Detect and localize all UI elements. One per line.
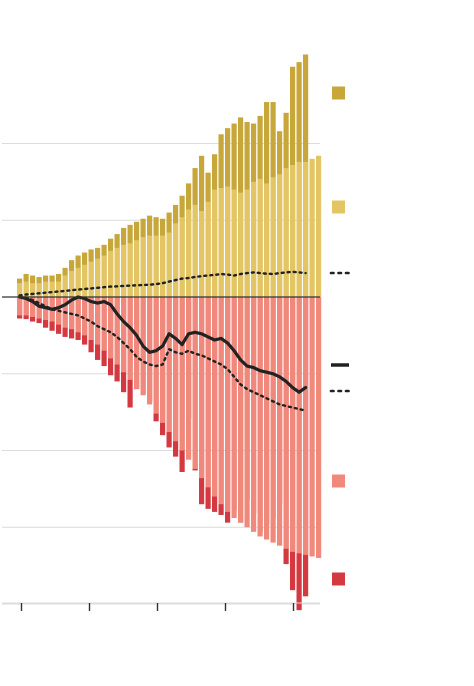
lower_light-bar-16 bbox=[121, 297, 127, 373]
upper_light-bar-36 bbox=[251, 181, 257, 297]
upper_light-bar-3 bbox=[36, 283, 42, 297]
upper_light-bar-1 bbox=[23, 281, 29, 297]
upper_light-bar-21 bbox=[153, 235, 159, 297]
legend-swatch-1 bbox=[332, 200, 345, 214]
upper_light-bar-33 bbox=[231, 189, 237, 297]
upper_light-bar-30 bbox=[212, 189, 218, 297]
upper_light-bar-11 bbox=[88, 261, 94, 297]
upper_light-bar-7 bbox=[62, 275, 68, 297]
upper_light-bar-14 bbox=[108, 250, 114, 297]
upper_light-bar-35 bbox=[244, 189, 250, 297]
lower_light-bar-44 bbox=[303, 297, 309, 555]
lower_light-bar-34 bbox=[238, 297, 244, 523]
upper_light-bar-40 bbox=[277, 174, 283, 297]
lower_light-bar-32 bbox=[225, 297, 231, 512]
upper_light-bar-22 bbox=[160, 235, 166, 297]
upper_light-bar-46 bbox=[316, 155, 322, 297]
upper_light-bar-44 bbox=[303, 161, 309, 297]
lines bbox=[18, 270, 308, 412]
upper_light-bar-16 bbox=[121, 244, 127, 297]
upper_light-bar-5 bbox=[49, 281, 55, 297]
legend-swatch-0 bbox=[332, 86, 345, 100]
lower_light-bar-21 bbox=[153, 297, 159, 414]
lower_light-bar-40 bbox=[277, 297, 283, 546]
upper_light-bar-32 bbox=[225, 186, 231, 297]
lower_light-bar-2 bbox=[30, 297, 36, 317]
upper_light-bar-31 bbox=[218, 188, 224, 297]
lower_light-bar-35 bbox=[244, 297, 250, 528]
upper_light-bar-23 bbox=[166, 232, 172, 297]
upper_light-bar-38 bbox=[264, 183, 270, 297]
lower_light-bar-17 bbox=[127, 297, 133, 380]
upper_light-bar-25 bbox=[179, 217, 185, 297]
lower_light-bar-36 bbox=[251, 297, 257, 532]
upper_light-bar-42 bbox=[290, 164, 296, 297]
upper_light-bar-27 bbox=[192, 204, 198, 297]
lower_light-bar-18 bbox=[134, 297, 140, 390]
upper_light-bar-12 bbox=[95, 258, 101, 297]
upper_light-bar-20 bbox=[147, 235, 153, 297]
lower_light-bar-11 bbox=[88, 297, 94, 340]
lower_light-bar-15 bbox=[114, 297, 120, 365]
upper_light-bar-37 bbox=[257, 178, 263, 297]
lower_light-bar-28 bbox=[199, 297, 205, 479]
bars bbox=[17, 54, 322, 611]
lower_light-bar-42 bbox=[290, 297, 296, 552]
lower_light-bar-45 bbox=[309, 297, 315, 557]
lower_light-bar-10 bbox=[82, 297, 88, 336]
upper_light-bar-13 bbox=[101, 255, 107, 297]
lower_light-bar-37 bbox=[257, 297, 263, 537]
upper_light-bar-39 bbox=[270, 177, 276, 297]
lower_light-bar-23 bbox=[166, 297, 172, 433]
lower_light-bar-38 bbox=[264, 297, 270, 540]
upper_light-bar-18 bbox=[134, 240, 140, 297]
upper_light-bar-34 bbox=[238, 192, 244, 297]
upper_light-bar-2 bbox=[30, 283, 36, 297]
upper_light-bar-15 bbox=[114, 247, 120, 297]
lower_light-bar-13 bbox=[101, 297, 107, 351]
lower_light-bar-41 bbox=[283, 297, 289, 549]
lower_light-bar-29 bbox=[205, 297, 211, 488]
lower_light-bar-30 bbox=[212, 297, 218, 497]
solid-line-line bbox=[18, 295, 308, 394]
upper_light-bar-26 bbox=[186, 209, 192, 297]
lower_light-bar-31 bbox=[218, 297, 224, 505]
lower_light-bar-0 bbox=[17, 297, 23, 316]
legend-swatch-5 bbox=[332, 474, 345, 488]
upper_light-bar-4 bbox=[43, 281, 49, 297]
upper_light-bar-45 bbox=[309, 158, 315, 297]
dotted-lower-line bbox=[18, 294, 307, 412]
lower_light-bar-43 bbox=[296, 297, 302, 554]
lower_light-bar-14 bbox=[108, 297, 114, 359]
lower_light-bar-25 bbox=[179, 297, 185, 451]
dotted-upper-line bbox=[18, 270, 307, 297]
lower_light-bar-24 bbox=[173, 297, 179, 442]
upper_light-bar-41 bbox=[283, 168, 289, 297]
lower_light-bar-39 bbox=[270, 297, 276, 543]
lower_light-bar-46 bbox=[316, 297, 322, 558]
axes bbox=[2, 296, 320, 611]
upper_light-bar-29 bbox=[205, 201, 211, 297]
lower_light-bar-1 bbox=[23, 297, 29, 316]
lower_light-bar-22 bbox=[160, 297, 166, 423]
upper_light-bar-6 bbox=[56, 281, 62, 297]
upper_light-bar-17 bbox=[127, 243, 133, 297]
lower_light-bar-33 bbox=[231, 297, 237, 519]
upper_light-bar-0 bbox=[17, 283, 23, 297]
upper_light-bar-8 bbox=[69, 270, 75, 297]
upper_light-bar-43 bbox=[296, 161, 302, 297]
upper_light-bar-28 bbox=[199, 211, 205, 297]
legend-swatch-6 bbox=[332, 572, 345, 586]
upper_light-bar-10 bbox=[82, 264, 88, 297]
upper_light-bar-9 bbox=[75, 267, 81, 297]
upper_light-bar-19 bbox=[140, 237, 146, 297]
lower_light-bar-12 bbox=[95, 297, 101, 345]
legend bbox=[329, 86, 351, 586]
lower_light-bar-27 bbox=[192, 297, 198, 469]
lower_light-bar-26 bbox=[186, 297, 192, 460]
upper_light-bar-24 bbox=[173, 223, 179, 297]
